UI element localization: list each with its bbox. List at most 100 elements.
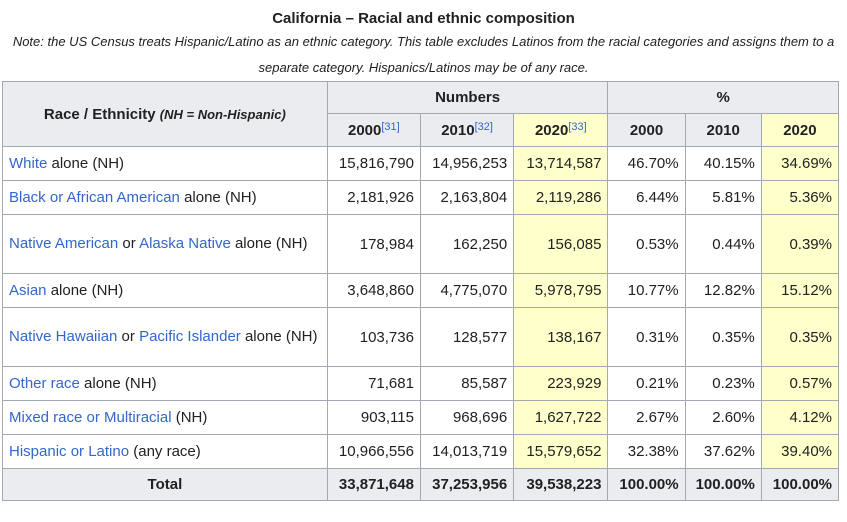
race-link[interactable]: Other race (9, 374, 80, 392)
race-label-cell: Mixed race or Multiracial (NH) (2, 400, 328, 435)
percent-cell: 0.35% (760, 307, 840, 367)
race-header-label: Race / Ethnicity (43, 105, 156, 123)
count-cell: 138,167 (513, 307, 609, 367)
table-row: Asian alone (NH) 3,648,860 4,775,070 5,978,… (2, 273, 840, 308)
race-text: or (117, 328, 140, 345)
race-text: alone (NH) (179, 188, 257, 206)
percent-cell: 32.38% (607, 434, 686, 469)
count-cell: 13,714,587 (513, 146, 609, 181)
percent-cell: 2.67% (607, 400, 686, 435)
race-text: alone (NH) (47, 154, 125, 172)
table-row: Mixed race or Multiracial (NH) 903,115 968… (2, 400, 840, 435)
percent-cell: 0.23% (684, 366, 762, 401)
race-link[interactable]: Native American (9, 235, 119, 252)
count-cell: 178,984 (326, 214, 421, 274)
count-cell: 3,648,860 (326, 273, 421, 308)
count-cell: 5,978,795 (513, 273, 609, 308)
total-count-cell: 37,253,956 (419, 468, 515, 501)
race-text: alone (NH) (230, 235, 308, 252)
percent-cell: 46.70% (607, 146, 686, 181)
count-cell: 2,163,804 (419, 180, 515, 215)
race-link[interactable]: Black or African American (9, 188, 180, 206)
count-cell: 2,181,926 (326, 180, 421, 215)
race-text: (NH) (171, 408, 208, 426)
percent-cell: 5.36% (760, 180, 840, 215)
count-cell: 1,627,722 (513, 400, 609, 435)
percent-cell: 0.21% (607, 366, 686, 401)
count-cell: 128,577 (419, 307, 515, 367)
count-cell: 156,085 (513, 214, 609, 274)
percent-year-header-2020: 2020 (760, 113, 840, 147)
count-cell: 14,013,719 (419, 434, 515, 469)
total-percent-cell: 100.00% (760, 468, 840, 501)
table-row: Black or African American alone (NH) 2,18… (2, 180, 840, 215)
percent-cell: 0.39% (760, 214, 840, 274)
percent-cell: 6.44% (607, 180, 686, 215)
race-link[interactable]: Pacific Islander (139, 328, 241, 345)
race-text: or (118, 235, 140, 252)
race-link[interactable]: White (9, 154, 48, 172)
percent-group-header: % (607, 81, 839, 114)
year-header-row: 2000[31] 2010[32] 2020[33] 2000 2010 2020 (3, 113, 840, 147)
race-link[interactable]: Alaska Native (139, 235, 231, 252)
race-label-cell: White alone (NH) (2, 146, 328, 181)
percent-year-header-2010: 2010 (684, 113, 762, 147)
table-row: Native Hawaiian or Pacific Islander alon… (2, 307, 840, 367)
reference-link[interactable]: [33] (568, 120, 587, 133)
race-ethnicity-header: Race / Ethnicity (NH = Non-Hispanic) (2, 81, 328, 147)
percent-cell: 34.69% (760, 146, 840, 181)
count-cell: 2,119,286 (513, 180, 609, 215)
race-text: alone (NH) (46, 281, 124, 299)
demographics-table: Race / Ethnicity (NH = Non-Hispanic) Num… (2, 81, 840, 501)
table-row: White alone (NH) 15,816,790 14,956,253 13,7… (2, 146, 840, 181)
table-row: Hispanic or Latino (any race) 10,966,556 1… (2, 434, 840, 469)
percent-cell: 10.77% (607, 273, 686, 308)
race-text: alone (NH) (79, 374, 157, 392)
race-label-cell: Black or African American alone (NH) (2, 180, 328, 215)
race-label-cell: Other race alone (NH) (2, 366, 328, 401)
race-label-cell: Native Hawaiian or Pacific Islander alon… (2, 307, 328, 367)
percent-cell: 0.35% (684, 307, 762, 367)
percent-cell: 5.81% (684, 180, 762, 215)
total-count-cell: 33,871,648 (326, 468, 421, 501)
year-header-2000: 2000[31] (326, 113, 421, 147)
percent-cell: 0.44% (684, 214, 762, 274)
numbers-group-header: Numbers (326, 81, 609, 114)
race-link[interactable]: Hispanic or Latino (9, 442, 130, 460)
year-header-2020: 2020[33] (513, 113, 609, 147)
percent-cell: 0.31% (607, 307, 686, 367)
race-text: (any race) (129, 442, 201, 460)
reference-link[interactable]: [32] (474, 120, 493, 133)
count-cell: 14,956,253 (419, 146, 515, 181)
count-cell: 15,816,790 (326, 146, 421, 181)
count-cell: 903,115 (326, 400, 421, 435)
count-cell: 10,966,556 (326, 434, 421, 469)
percent-cell: 15.12% (760, 273, 840, 308)
count-cell: 223,929 (513, 366, 609, 401)
percent-cell: 2.60% (684, 400, 762, 435)
percent-cell: 0.57% (760, 366, 840, 401)
race-link[interactable]: Native Hawaiian (9, 328, 118, 345)
table-row: Other race alone (NH) 71,681 85,587 223,929… (2, 366, 840, 401)
race-text: alone (NH) (240, 328, 318, 345)
percent-cell: 40.15% (684, 146, 762, 181)
total-label: Total (2, 468, 328, 501)
percent-cell: 39.40% (760, 434, 840, 469)
race-label-cell: Hispanic or Latino (any race) (2, 434, 328, 469)
percent-cell: 4.12% (760, 400, 840, 435)
race-link[interactable]: Mixed race or Multiracial (9, 408, 172, 426)
percent-year-header-2000: 2000 (607, 113, 686, 147)
count-cell: 15,579,652 (513, 434, 609, 469)
table-row: Native American or Alaska Native alone (… (2, 214, 840, 274)
year-label: 2010 (441, 121, 475, 139)
year-header-2010: 2010[32] (419, 113, 515, 147)
total-percent-cell: 100.00% (684, 468, 762, 501)
race-label-cell: Native American or Alaska Native alone (… (2, 214, 328, 274)
count-cell: 103,736 (326, 307, 421, 367)
table-body: White alone (NH) 15,816,790 14,956,253 13,7… (2, 146, 840, 501)
table-note: Note: the US Census treats Hispanic/Lati… (12, 34, 835, 75)
race-link[interactable]: Asian (9, 281, 47, 299)
count-cell: 162,250 (419, 214, 515, 274)
percent-cell: 12.82% (684, 273, 762, 308)
reference-link[interactable]: [31] (381, 120, 400, 133)
